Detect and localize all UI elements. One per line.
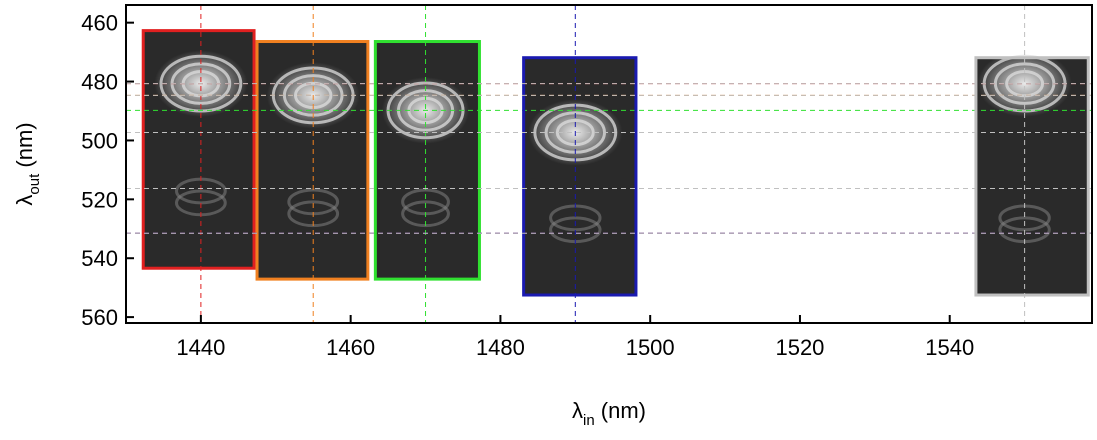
x-tick-label: 1440 <box>176 335 225 360</box>
x-tick-label: 1500 <box>626 335 675 360</box>
y-tick-label: 560 <box>81 305 118 330</box>
panel-frame <box>522 56 638 297</box>
y-tick-label: 520 <box>81 187 118 212</box>
panel-ring <box>159 54 243 113</box>
x-axis-label: λin (nm) <box>572 398 646 429</box>
panel-frame <box>141 29 256 270</box>
y-tick-label: 500 <box>81 128 118 153</box>
panel-frame <box>974 56 1090 297</box>
panel-image <box>523 57 636 296</box>
x-tick-label: 1520 <box>775 335 824 360</box>
panel-image <box>375 41 480 280</box>
y-tick-label: 540 <box>81 246 118 271</box>
panels <box>143 30 1089 296</box>
panel-frame <box>373 40 481 281</box>
y-label-symbol: λ <box>12 195 37 206</box>
panel-frame <box>255 40 370 281</box>
x-label-symbol: λ <box>572 398 583 423</box>
guide-lines <box>126 5 1092 323</box>
x-tick-label: 1460 <box>326 335 375 360</box>
panel-glow <box>977 50 1072 117</box>
y-label-subscript: out <box>26 173 43 195</box>
y-tick-label: 460 <box>81 11 118 36</box>
axes: 1440 1460 1480 1500 1520 1540 460 480 500 520 540 5… <box>81 11 974 360</box>
y-axis-label: λout (nm) <box>12 122 43 205</box>
y-tick-label: 480 <box>81 70 118 95</box>
x-label-subscript: in <box>583 412 595 429</box>
x-label-unit: (nm) <box>601 398 646 423</box>
plot-frame <box>125 4 1093 324</box>
x-tick-label: 1540 <box>925 335 974 360</box>
y-label-unit: (nm) <box>12 122 37 167</box>
x-tick-label: 1480 <box>476 335 525 360</box>
